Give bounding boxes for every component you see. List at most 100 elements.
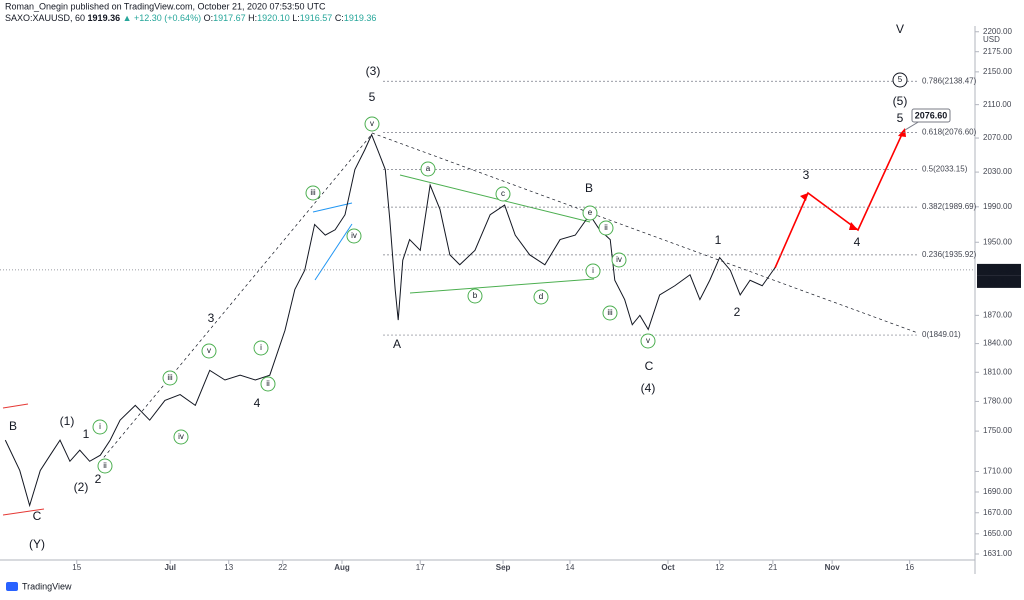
countdown-label: 06:15 — [987, 276, 1010, 286]
y-tick-label: 1631.00 — [983, 549, 1012, 558]
wave-circle — [467, 288, 483, 304]
x-tick-label: 13 — [224, 563, 233, 572]
wave-circle — [97, 458, 113, 474]
fib-label: 0.618(2076.60) — [922, 128, 977, 137]
y-tick-label: 1990.00 — [983, 202, 1012, 211]
x-tick-label: Sep — [496, 563, 511, 572]
y-tick-label: 2200.00 — [983, 27, 1012, 36]
change: ▲ +12.30 (+0.64%) — [123, 13, 201, 23]
wave-label: ii — [103, 461, 107, 470]
wave-label: (3) — [366, 64, 381, 78]
y-tick-label: 2070.00 — [983, 133, 1012, 142]
x-tick-label: 14 — [566, 563, 575, 572]
wave-label: v — [646, 336, 650, 345]
wave-label: iv — [351, 231, 357, 240]
last-price-label: 1919.36 — [983, 264, 1016, 274]
marker-line — [2, 403, 29, 409]
x-tick-label: Oct — [661, 563, 675, 572]
price-line — [4, 133, 776, 508]
y-tick-label: 2030.00 — [983, 167, 1012, 176]
wave-circle — [602, 305, 618, 321]
y-tick-label: 1810.00 — [983, 367, 1012, 376]
arrow-head — [849, 222, 858, 230]
y-tick-label: 1870.00 — [983, 310, 1012, 319]
wave-label: d — [539, 292, 543, 301]
symbol: SAXO:XAUUSD, 60 — [5, 13, 85, 23]
wave-label: (5) — [893, 94, 908, 108]
currency: USD — [983, 35, 1000, 44]
wave-label: ii — [266, 379, 270, 388]
wave-label: c — [501, 189, 505, 198]
trend-line — [99, 133, 373, 463]
wave-circle — [201, 343, 217, 359]
x-tick-label: 12 — [715, 563, 724, 572]
wave-label: (1) — [60, 414, 75, 428]
wave-circle — [420, 161, 436, 177]
wave-label: i — [260, 343, 262, 352]
wave-circle — [364, 116, 380, 132]
y-tick-label: 2175.00 — [983, 47, 1012, 56]
fib-label: 0(1849.01) — [922, 330, 961, 339]
wave-circle — [892, 72, 908, 88]
wave-label: A — [393, 337, 401, 351]
wave-label: (4) — [641, 381, 656, 395]
fib-label: 0.5(2033.15) — [922, 164, 968, 173]
wave-label: i — [592, 266, 594, 275]
fib-label: 0.382(1989.69) — [922, 202, 977, 211]
channel-line — [312, 202, 353, 213]
y-tick-label: 1690.00 — [983, 487, 1012, 496]
arrow-head — [800, 193, 808, 201]
wave-label: 5 — [897, 111, 904, 125]
logo: TradingView — [6, 581, 72, 591]
y-tick-label: 2150.00 — [983, 67, 1012, 76]
wave-label: iv — [616, 255, 622, 264]
ohlc-h: H: — [248, 13, 257, 23]
wave-label: (2) — [74, 480, 89, 494]
wave-label: iii — [607, 308, 613, 317]
wave-circle — [162, 370, 178, 386]
wave-label: 3 — [803, 168, 810, 182]
y-tick-label: 1750.00 — [983, 426, 1012, 435]
wave-label: iii — [310, 188, 316, 197]
wave-label: v — [207, 346, 211, 355]
wave-label: b — [473, 291, 478, 300]
wave-label: V — [896, 22, 904, 36]
fib-label: 0.236(1935.92) — [922, 250, 977, 259]
y-tick-label: 1670.00 — [983, 508, 1012, 517]
wave-circle — [92, 419, 108, 435]
ohlc-o: O: — [204, 13, 214, 23]
wave-circle — [533, 289, 549, 305]
publisher: Roman_Onegin published on TradingView.co… — [5, 1, 326, 11]
wave-label: 3 — [208, 311, 215, 325]
x-tick-label: Jul — [164, 563, 176, 572]
triangle-line — [399, 174, 591, 223]
drawings — [2, 108, 951, 516]
ohlc-l-value: 1916.57 — [300, 13, 333, 23]
wave-circle — [253, 340, 269, 356]
wave-circle — [598, 220, 614, 236]
wave-label: C — [33, 509, 42, 523]
y-tick-label: 1650.00 — [983, 529, 1012, 538]
wave-circle — [495, 186, 511, 202]
wave-circle — [173, 429, 189, 445]
x-tick-label: 16 — [905, 563, 914, 572]
y-tick-label: 2110.00 — [983, 100, 1012, 109]
wave-label: (Y) — [29, 537, 45, 551]
logo-icon — [6, 582, 18, 591]
ohlc-c: C: — [335, 13, 344, 23]
wave-label: B — [9, 419, 17, 433]
symbol-line: SAXO:XAUUSD, 60 1919.36 ▲ +12.30 (+0.64%… — [5, 13, 376, 23]
wave-label: iv — [178, 432, 184, 441]
channel-line — [314, 223, 353, 281]
marker-line — [2, 508, 45, 516]
wave-circle — [305, 185, 321, 201]
wave-label: C — [645, 359, 654, 373]
wave-label: 4 — [854, 235, 861, 249]
wave-label: iii — [167, 373, 173, 382]
wave-circle — [585, 263, 601, 279]
wave-label: B — [585, 181, 593, 195]
wave-label: i — [99, 422, 101, 431]
ohlc-o-value: 1917.67 — [213, 13, 246, 23]
triangle-line — [409, 278, 595, 294]
